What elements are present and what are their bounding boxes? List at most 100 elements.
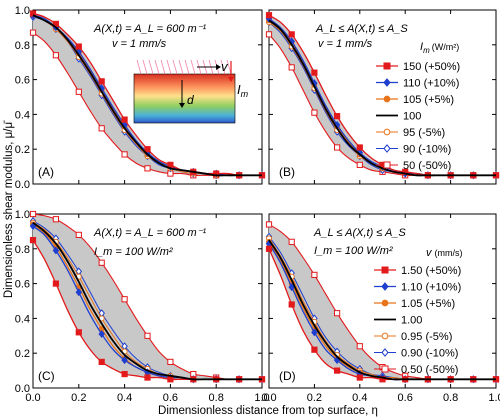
- irradiance-arrows: [136, 59, 232, 75]
- shaded-band: [33, 214, 262, 380]
- square-marker: [334, 144, 341, 151]
- y-tick-label: 0.8: [15, 40, 30, 52]
- series-4: [32, 221, 262, 381]
- legend-label: 1.10 (+10%): [401, 282, 461, 294]
- legend-label: 105 (+5%): [403, 94, 454, 106]
- panel-d: 0.0 0.2 0.4 0.6 0.8 1.0 (D) A_L ≤ A(X,t) ≤ A_…: [261, 213, 500, 404]
- panel-label: (A): [38, 165, 54, 179]
- square-marker: [98, 259, 105, 266]
- legend-entry: 1.00: [374, 315, 422, 327]
- square-marker: [75, 88, 82, 95]
- plot-frame: [268, 213, 497, 389]
- legend-velocity: v (mm/s) 1.50 (+50%) 1.10 (+10%) 1.05 (+5%)…: [374, 247, 463, 376]
- square-marker: [167, 376, 174, 383]
- panel-label: (C): [38, 369, 55, 383]
- legend-diamond-marker: [383, 144, 391, 153]
- legend-entry: 95 (-5%): [376, 127, 445, 139]
- x-tick-label: 0.6: [163, 392, 178, 404]
- legend-irradiance: Im (W/m²) 150 (+50%) 110 (+10%) 105 (+5%) 10…: [376, 41, 460, 172]
- square-marker: [311, 69, 318, 76]
- square-marker: [167, 358, 174, 365]
- square-marker: [75, 231, 82, 238]
- legend-circle-marker: [381, 299, 389, 307]
- series-line: [268, 19, 496, 177]
- legend-label: 110 (+10%): [403, 78, 459, 90]
- y-tick-label: 0.4: [15, 313, 30, 325]
- x-tick-label: 0.6: [398, 392, 413, 404]
- square-marker: [356, 144, 363, 151]
- y-tick-label: 0.8: [15, 244, 30, 256]
- legend-circle-marker: [383, 95, 391, 103]
- square-marker: [311, 346, 318, 353]
- annotation-2: I_m = 100 W/m²: [94, 246, 173, 258]
- x-tick-label: 0.8: [209, 392, 224, 404]
- x-tick-label: 0.8: [443, 392, 458, 404]
- legend-label: 0.90 (-10%): [401, 348, 458, 360]
- y-tick-label: 0.2: [15, 144, 30, 156]
- y-tick-label: 0.0: [15, 383, 30, 395]
- square-marker: [167, 161, 174, 168]
- inset-velocity-label: v: [221, 59, 229, 74]
- legend-label: 0.95 (-5%): [401, 331, 452, 343]
- diamond-marker: [121, 356, 128, 365]
- annotation-2: I_m = 100 W/m²: [314, 245, 393, 257]
- y-tick-label: 0.2: [15, 348, 30, 360]
- annotation-2: v = 1 mm/s: [318, 38, 373, 50]
- square-marker: [29, 237, 37, 244]
- square-marker: [356, 374, 363, 381]
- square-marker: [98, 125, 105, 132]
- square-marker: [311, 109, 318, 116]
- x-tick-label: 0.2: [71, 392, 86, 404]
- tick-marks: [32, 213, 263, 389]
- x-tick-label: 1.0: [488, 392, 500, 404]
- plot-frame: [268, 9, 497, 185]
- square-marker: [52, 280, 59, 287]
- uncertainty-band: [33, 214, 262, 380]
- series-line: [268, 239, 496, 381]
- legend-entry: 90 (-10%): [376, 144, 451, 156]
- inset-intensity-label: Im: [237, 82, 249, 99]
- legend-title: Im (W/m²): [420, 41, 459, 55]
- diamond-marker: [52, 246, 60, 255]
- annotation-1: A_L ≤ A(X,t) ≤ A_S: [313, 227, 406, 239]
- series-line: [32, 221, 262, 381]
- tick-marks: [32, 9, 263, 185]
- y-tick-label: 1.0: [15, 5, 30, 17]
- square-marker: [75, 329, 82, 336]
- square-marker: [356, 343, 363, 350]
- y-tick-label: 0.6: [15, 279, 30, 291]
- legend-label: 1.50 (+50%): [401, 265, 461, 277]
- square-marker: [334, 310, 341, 317]
- legend-title: v (mm/s): [426, 247, 463, 259]
- square-marker: [121, 370, 128, 378]
- square-marker: [52, 216, 59, 223]
- tick-labels: 0.0 0.2 0.4 0.6 0.8 1.0: [261, 392, 500, 404]
- square-marker: [356, 161, 363, 168]
- series-group: [265, 221, 500, 384]
- series-4: [32, 14, 262, 177]
- tick-labels: 0.0 0.2 0.4 0.6 0.8 1.0 0.0 0.2 0.4 0.6 0.8 1.0: [15, 209, 270, 404]
- y-axis-title: Dimensionless shear modulus, μ/μ̄: [3, 120, 15, 298]
- diamond-marker: [75, 288, 83, 297]
- square-marker: [98, 358, 105, 365]
- legend-square-marker: [383, 161, 391, 169]
- legend-entry: 0.95 (-5%): [374, 331, 452, 343]
- depth-arrowhead: [179, 103, 185, 108]
- square-marker: [29, 210, 37, 218]
- x-tick-label: 0.4: [117, 392, 132, 404]
- y-tick-label: 0.4: [15, 109, 30, 121]
- legend-entry: 110 (+10%): [376, 78, 459, 90]
- square-marker: [29, 29, 37, 36]
- square-marker: [144, 146, 151, 153]
- series-2: [265, 14, 500, 180]
- x-tick-label: 0.2: [307, 392, 322, 404]
- square-marker: [121, 116, 128, 123]
- inset-depth-label: d: [187, 93, 194, 107]
- square-marker: [144, 332, 151, 339]
- legend-square-marker: [381, 266, 389, 274]
- legend-diamond-marker: [383, 78, 391, 87]
- square-marker: [265, 245, 273, 252]
- x-tick-label: 0.0: [261, 392, 276, 404]
- diamond-marker: [311, 328, 318, 337]
